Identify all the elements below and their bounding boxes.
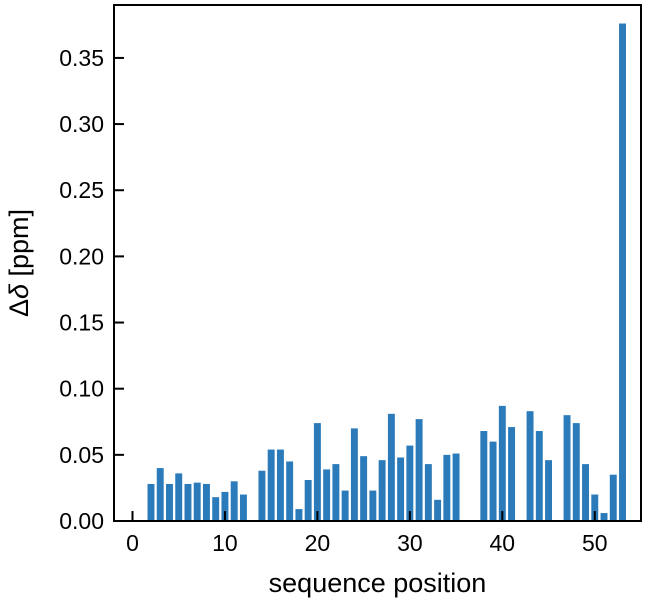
y-axis-title-symbol: δ: [4, 283, 34, 299]
bar: [267, 449, 275, 521]
y-tick-label: 0.25: [59, 177, 104, 203]
bar: [572, 423, 580, 521]
bar: [406, 445, 414, 521]
bar: [313, 423, 321, 521]
bar: [323, 469, 331, 521]
bar: [508, 427, 516, 521]
bar: [212, 497, 220, 521]
y-tick-label: 0.35: [59, 45, 104, 71]
bar: [304, 479, 312, 521]
bar: [147, 483, 155, 521]
bar: [489, 441, 497, 521]
bar: [156, 468, 164, 521]
y-tick-label: 0.20: [59, 243, 104, 269]
bar: [480, 431, 488, 521]
bar: [202, 483, 210, 521]
bars-group: [147, 23, 626, 522]
bar: [295, 509, 303, 521]
bar: [350, 428, 358, 521]
bar: [332, 464, 340, 521]
bar: [360, 456, 368, 521]
y-axis-ticks: 0.00 0.05 0.10 0.15 0.20 0.25 0.30 0.35: [59, 45, 124, 534]
bar: [341, 490, 349, 521]
x-tick-label: 20: [305, 530, 331, 556]
bar: [415, 419, 423, 521]
bar: [535, 431, 543, 521]
x-tick-label: 10: [212, 530, 238, 556]
x-tick-label: 50: [582, 530, 608, 556]
bar: [276, 449, 284, 521]
x-axis-title: sequence position: [269, 568, 487, 598]
bar: [239, 494, 247, 521]
bar: [591, 494, 599, 521]
x-tick-label: 0: [126, 530, 139, 556]
y-axis-title-prefix: Δ: [4, 299, 34, 317]
y-axis-title: Δδ [ppm]: [4, 209, 34, 317]
y-tick-label: 0.15: [59, 310, 104, 336]
bar: [397, 457, 405, 521]
y-tick-label: 0.10: [59, 376, 104, 402]
y-tick-label: 0.00: [59, 508, 104, 534]
plot-frame: [113, 4, 642, 522]
bar: [387, 413, 395, 521]
y-tick-label: 0.30: [59, 111, 104, 137]
bar: [166, 483, 173, 521]
bar: [184, 483, 192, 521]
bar: [443, 454, 451, 521]
bar: [498, 405, 506, 521]
bar: [230, 481, 238, 521]
bar: [619, 23, 626, 522]
bar: [175, 473, 183, 521]
x-tick-label: 40: [490, 530, 516, 556]
y-tick-label: 0.05: [59, 442, 104, 468]
bar: [221, 491, 229, 521]
bar: [434, 499, 442, 521]
bar: [424, 464, 432, 521]
bar: [526, 411, 534, 521]
bar: [609, 474, 617, 521]
bar: [452, 453, 460, 521]
bar: [369, 490, 377, 521]
bar: [600, 513, 608, 521]
bar: [193, 482, 201, 521]
x-axis-ticks: 0 10 20 30 40 50: [126, 511, 608, 556]
x-tick-label: 30: [397, 530, 423, 556]
bar: [378, 460, 386, 521]
bar: [582, 464, 589, 521]
bar: [545, 460, 553, 521]
y-axis-title-unit: [ppm]: [4, 209, 34, 284]
bar: [258, 470, 266, 521]
bar: [286, 461, 294, 521]
bar: [563, 415, 571, 521]
